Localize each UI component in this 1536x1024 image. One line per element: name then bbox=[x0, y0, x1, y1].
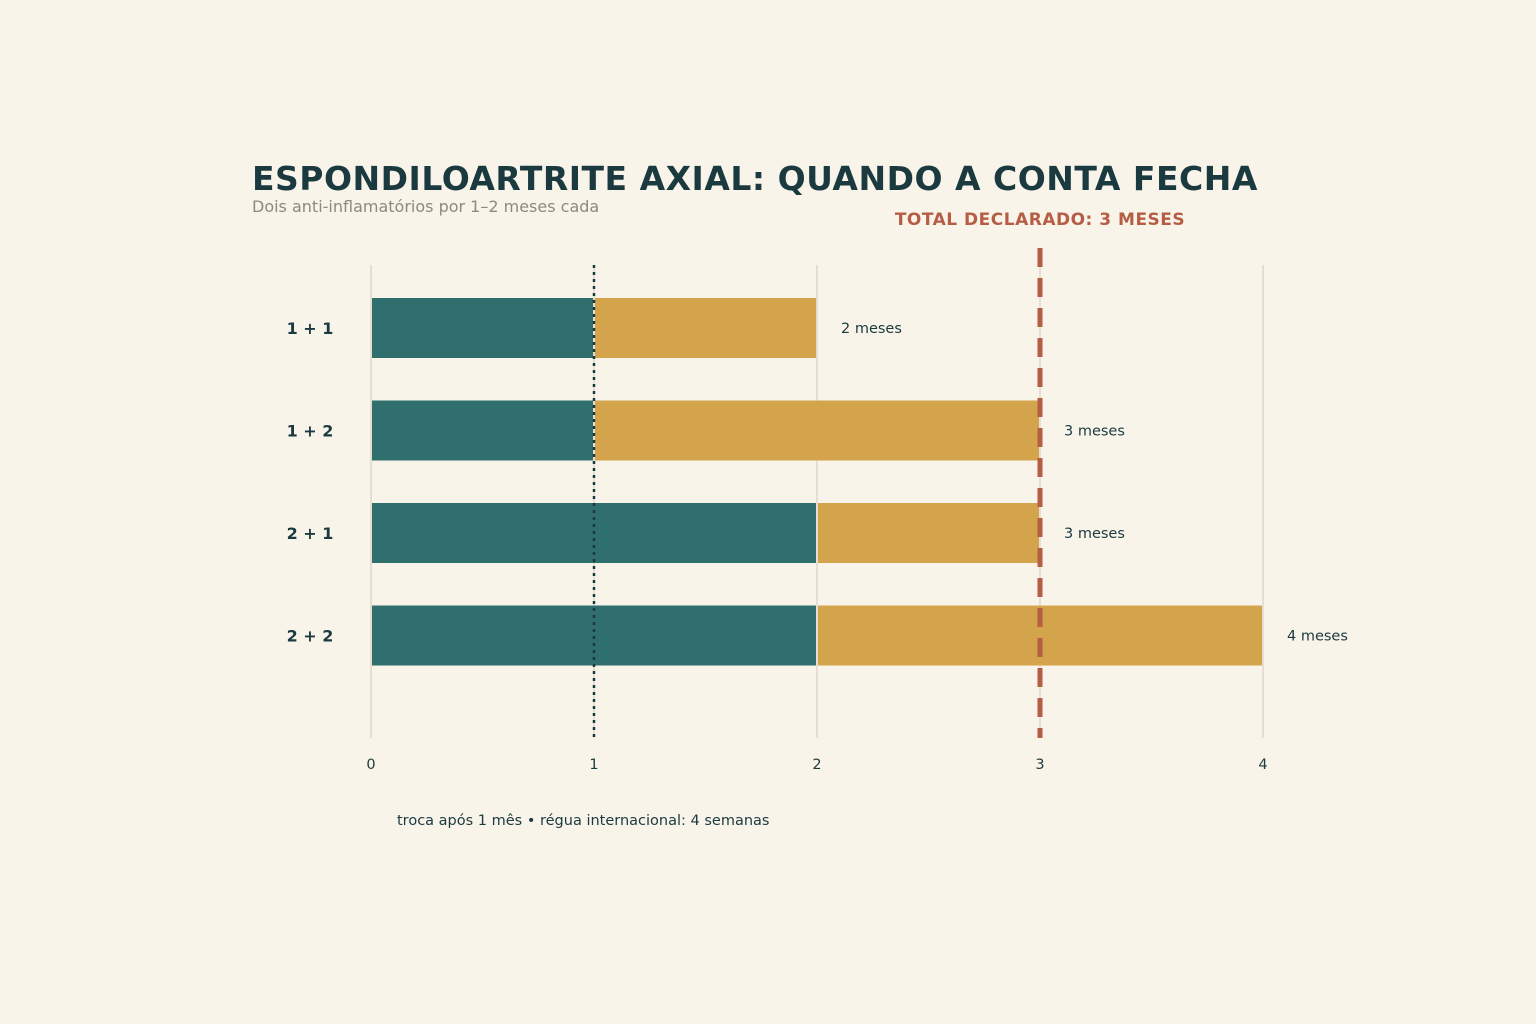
bars bbox=[372, 298, 1262, 666]
category-label: 1 + 1 bbox=[287, 319, 334, 338]
x-tick-label: 2 bbox=[812, 757, 821, 773]
bar-first-1 bbox=[372, 400, 593, 461]
bar-total-label: 3 meses bbox=[1064, 424, 1125, 440]
chart-title: ESPONDILOARTRITE AXIAL: QUANDO A CONTA F… bbox=[252, 159, 1258, 198]
bar-total-label: 2 meses bbox=[841, 321, 902, 337]
labels: 0 1 2 3 4 1 + 1 2 meses 1 + 2 3 meses 2 + 1 3 mese… bbox=[287, 210, 1348, 773]
reference-label: TOTAL DECLARADO: 3 MESES bbox=[895, 210, 1185, 230]
bar-first-3 bbox=[372, 605, 816, 666]
x-tick-label: 4 bbox=[1258, 757, 1267, 773]
reference-lines bbox=[592, 248, 1043, 738]
category-label: 2 + 1 bbox=[287, 524, 334, 543]
x-tick-label: 1 bbox=[589, 757, 598, 773]
x-tick-label: 3 bbox=[1035, 757, 1044, 773]
bar-second-0 bbox=[595, 298, 816, 358]
bar-first-0 bbox=[372, 298, 593, 358]
category-label: 1 + 2 bbox=[287, 422, 334, 441]
category-label: 2 + 2 bbox=[287, 627, 334, 646]
bar-second-2 bbox=[818, 503, 1039, 563]
footnote: troca após 1 mês • régua internacional: … bbox=[397, 813, 769, 829]
bar-second-1 bbox=[595, 400, 1039, 461]
bar-total-label: 4 meses bbox=[1287, 629, 1348, 645]
chart-subtitle: Dois anti-inflamatórios por 1–2 meses ca… bbox=[252, 197, 599, 216]
x-tick-label: 0 bbox=[366, 757, 375, 773]
bar-total-label: 3 meses bbox=[1064, 526, 1125, 542]
